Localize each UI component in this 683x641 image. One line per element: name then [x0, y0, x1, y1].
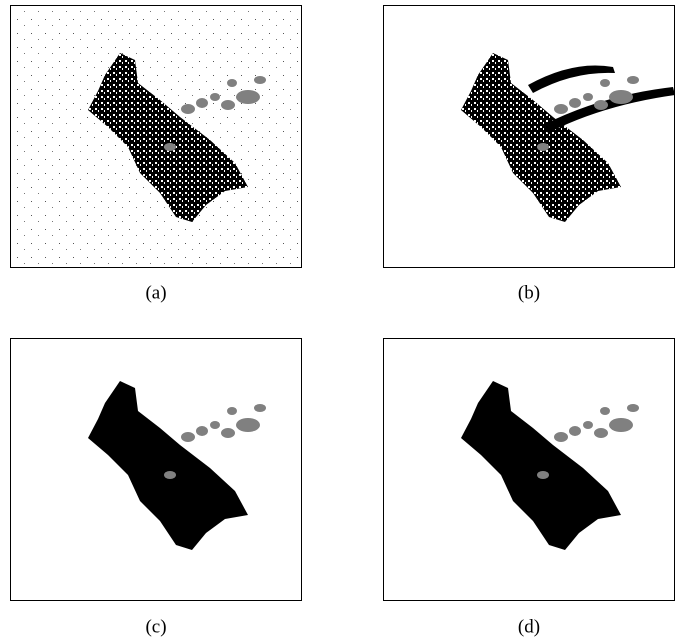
caption: (b) [518, 282, 540, 303]
panel-d: (d) [383, 338, 675, 637]
caption: (c) [145, 616, 166, 637]
panel-a: (a) [10, 5, 302, 303]
caption: (a) [145, 282, 166, 303]
segmentation [461, 53, 675, 222]
panel-c: (c) [10, 338, 302, 637]
panel-b: (b) [383, 5, 675, 303]
caption: (d) [518, 616, 540, 637]
